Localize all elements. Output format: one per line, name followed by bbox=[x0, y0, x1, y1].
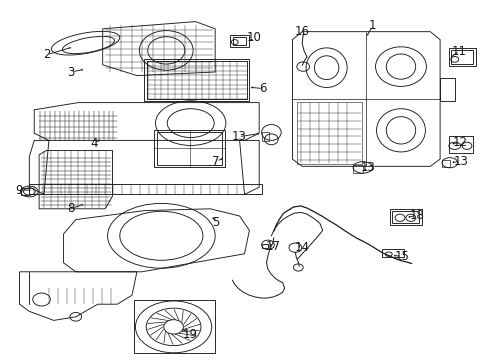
Bar bbox=[297, 102, 361, 164]
Text: 17: 17 bbox=[265, 240, 280, 253]
Bar bbox=[232, 37, 246, 45]
Text: 13: 13 bbox=[231, 130, 245, 143]
Text: 3: 3 bbox=[67, 66, 75, 78]
Text: 13: 13 bbox=[360, 161, 374, 174]
Bar bbox=[29, 184, 261, 194]
Bar bbox=[352, 165, 362, 173]
Bar bbox=[439, 78, 454, 101]
Bar bbox=[448, 48, 475, 66]
Text: 4: 4 bbox=[90, 137, 98, 150]
Text: 19: 19 bbox=[182, 328, 197, 341]
Bar bbox=[261, 244, 267, 248]
Bar bbox=[157, 132, 221, 165]
Text: 6: 6 bbox=[259, 82, 266, 95]
Bar bbox=[450, 50, 472, 64]
Bar bbox=[261, 132, 269, 141]
Text: 10: 10 bbox=[246, 31, 261, 44]
Text: 18: 18 bbox=[408, 209, 423, 222]
Text: 2: 2 bbox=[43, 48, 51, 61]
Text: 8: 8 bbox=[67, 202, 75, 215]
Bar bbox=[134, 300, 215, 353]
Bar bbox=[382, 249, 404, 257]
Bar bbox=[448, 136, 472, 153]
Bar bbox=[389, 209, 421, 225]
Text: 14: 14 bbox=[294, 241, 309, 254]
Text: 9: 9 bbox=[15, 184, 22, 197]
Text: 5: 5 bbox=[212, 216, 220, 229]
Text: 7: 7 bbox=[212, 155, 220, 168]
Bar bbox=[391, 211, 418, 223]
Bar bbox=[441, 160, 449, 167]
Text: 13: 13 bbox=[452, 155, 467, 168]
Text: 16: 16 bbox=[294, 25, 309, 38]
Text: 12: 12 bbox=[452, 136, 467, 149]
Bar bbox=[144, 59, 249, 101]
Bar bbox=[20, 188, 29, 195]
Bar bbox=[229, 35, 249, 47]
Text: 1: 1 bbox=[368, 19, 376, 32]
Bar bbox=[154, 130, 224, 167]
Bar bbox=[146, 61, 246, 99]
Text: 15: 15 bbox=[394, 250, 408, 263]
Text: 11: 11 bbox=[451, 45, 466, 58]
